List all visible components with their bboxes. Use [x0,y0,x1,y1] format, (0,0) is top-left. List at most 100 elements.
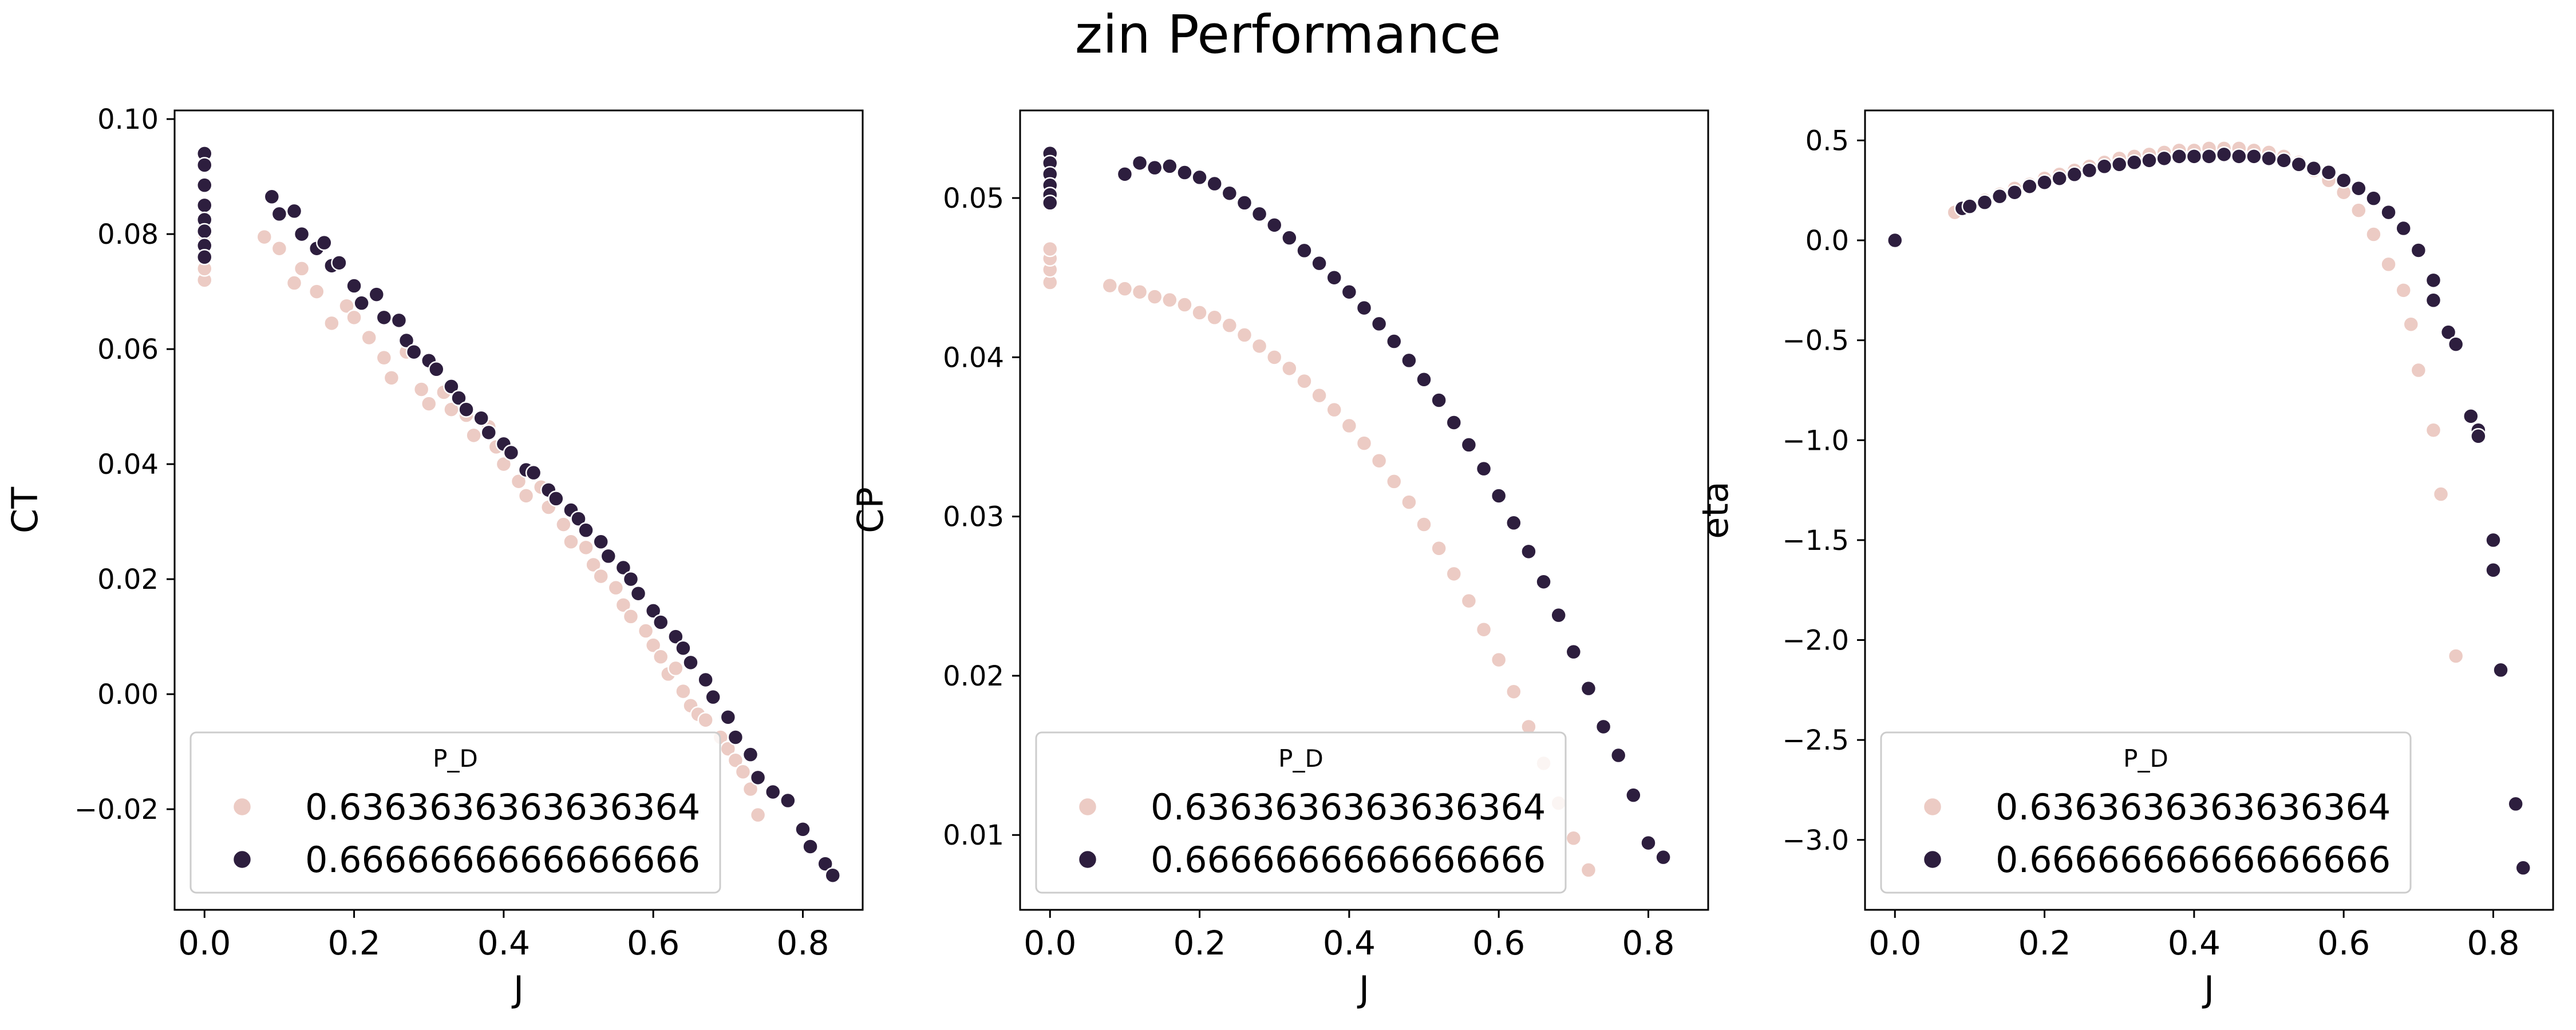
x-tick-label: 0.6 [2317,924,2370,962]
scatter-point [1475,460,1492,477]
scatter-point [1266,217,1283,233]
y-tick-label: 0.03 [943,501,1004,533]
scatter-point [1506,514,1522,532]
scatter-point [667,660,684,677]
scatter-point [525,464,542,481]
legend-label-2: 0.6666666666666666 [1996,839,2391,881]
legend-label-2: 0.6666666666666666 [305,839,700,881]
scatter-point [1131,283,1148,300]
scatter-point [263,188,280,205]
scatter-point [1146,288,1163,305]
x-tick-label: 0.2 [2018,924,2071,962]
scatter-point [727,752,744,768]
scatter-point [749,769,767,786]
scatter-point [555,516,572,533]
scatter-point [256,228,273,245]
scatter-point [1431,392,1447,409]
scatter-point [510,473,527,490]
scatter-point [1565,830,1582,847]
scatter-point [2066,166,2083,183]
scatter-point [2350,202,2367,219]
plot-frame [173,109,864,911]
x-axis-label: J [511,968,524,1010]
scatter-point [1460,437,1477,453]
scatter-point [1251,338,1268,355]
legend-marker-1 [1077,797,1098,817]
scatter-point [495,455,512,473]
scatter-point [652,614,669,631]
x-axis-label: J [2202,968,2214,1010]
scatter-point [795,821,811,838]
scatter-point [286,275,303,291]
scatter-point [2081,162,2098,179]
x-tick-label: 0.0 [178,924,231,962]
scatter-point [1326,401,1342,418]
scatter-series-1 [1042,240,1597,878]
scatter-point [2200,148,2218,165]
scatter-point [480,424,497,441]
scatter-point [2365,190,2382,207]
legend-marker-2 [1922,849,1943,870]
scatter-point [2141,152,2158,169]
scatter-point [1161,291,1178,308]
scatter-point [1131,154,1148,172]
x-tick-label: 0.8 [2467,924,2519,962]
scatter-point [1206,175,1223,192]
y-axis-label: CP [850,487,891,533]
y-tick-label: −1.5 [1782,525,1849,557]
legend-label-1: 0.6363636363636364 [1996,786,2391,828]
scatter-point [1296,373,1313,390]
y-tick-label: −2.0 [1782,625,1849,657]
x-tick-label: 0.8 [1622,924,1674,962]
scatter-point [652,648,669,665]
scatter-point [2410,362,2427,379]
y-tick-label: −2.5 [1782,724,1849,756]
scatter-point [196,177,213,193]
scatter-point [1580,680,1597,697]
scatter-point [1191,169,1208,186]
scatter-point [1445,565,1463,583]
scatter-point [1520,543,1537,560]
scatter-point [1655,849,1672,866]
y-tick-label: −0.5 [1782,325,1849,357]
scatter-point [1460,592,1477,609]
scatter-point [2126,154,2143,171]
scatter-point [1490,488,1507,504]
scatter-point [1506,683,1522,700]
legend-marker-2 [1077,849,1098,870]
scatter-point [376,349,393,366]
scatter-point [2171,148,2187,165]
scatter-point [645,637,662,653]
scatter-point [817,855,833,872]
scatter-point [2246,148,2262,165]
scatter-point [1580,862,1597,878]
scatter-point [1101,277,1119,294]
scatter-point [615,559,632,576]
plot-frame [1019,109,1709,911]
scatter-point [1042,195,1058,211]
y-tick-label: 0.05 [943,183,1004,215]
y-tick-label: 0.02 [97,564,159,596]
scatter-series-2 [1042,145,1672,866]
scatter-point [1042,240,1058,258]
scatter-point [2432,486,2449,502]
scatter-point [2380,204,2397,221]
x-tick-label: 0.0 [1868,924,1921,962]
scatter-series-1 [196,214,767,823]
x-axis-label: J [1357,968,1369,1010]
y-tick-label: 0.06 [97,334,159,366]
scatter-point [1296,242,1313,259]
scatter-point [2111,156,2128,173]
scatter-point [1401,352,1417,369]
scatter-point [1341,417,1358,434]
scatter-point [1386,473,1402,490]
scatter-point [2380,256,2397,273]
legend: P_D 0.6363636363636364 0.6666666666666666 [1880,731,2412,894]
legend-marker-1 [232,797,252,817]
scatter-point [1221,317,1238,334]
legend: P_D 0.6363636363636364 0.6666666666666666 [1035,731,1567,894]
scatter-point [196,223,213,240]
scatter-point [1356,435,1373,451]
scatter-point [697,671,714,688]
scatter-point [2335,172,2352,189]
